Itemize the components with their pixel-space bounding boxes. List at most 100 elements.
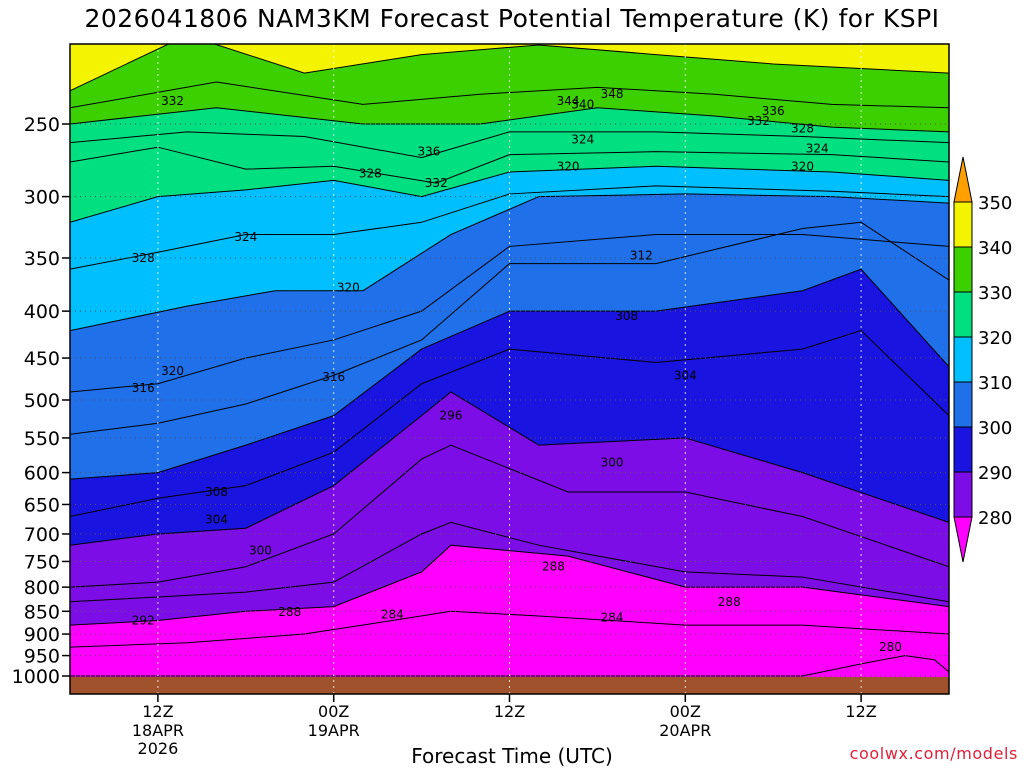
contour-label-344: 344 xyxy=(557,94,580,108)
contour-label-324: 324 xyxy=(806,142,829,156)
contour-label-308: 308 xyxy=(615,309,638,323)
contour-label-328: 328 xyxy=(791,122,814,136)
contour-label-304: 304 xyxy=(674,368,697,382)
contour-label-284: 284 xyxy=(601,610,624,624)
y-tick-label-600: 600 xyxy=(24,463,60,485)
y-tick-label-800: 800 xyxy=(24,577,60,599)
colorbar-bottom-arrow xyxy=(953,516,973,563)
y-tick-label-500: 500 xyxy=(24,390,60,412)
isentrope-328 xyxy=(70,165,949,223)
contour-label-288: 288 xyxy=(718,595,741,609)
y-tick-label-900: 900 xyxy=(24,624,60,646)
contour-label-292: 292 xyxy=(132,614,155,628)
y-tick-label-350: 350 xyxy=(24,248,60,270)
isentrope-324 xyxy=(70,185,949,270)
contour-label-324: 324 xyxy=(571,133,594,147)
contour-label-288: 288 xyxy=(542,560,565,574)
x-tick-label-6: 12Z xyxy=(142,702,173,721)
contour-label-320: 320 xyxy=(161,364,184,378)
colorbar-segment-350-360 xyxy=(953,201,973,248)
colorbar-segment-320-330 xyxy=(953,336,973,383)
y-tick-label-250: 250 xyxy=(24,114,60,136)
contour-label-280: 280 xyxy=(879,640,902,654)
contour-label-300: 300 xyxy=(249,544,272,558)
grid-layer xyxy=(70,44,949,694)
y-tick-label-550: 550 xyxy=(24,428,60,450)
contour-label-layer: 3483443403363363323323323283283283243243… xyxy=(132,87,902,654)
contour-label-284: 284 xyxy=(381,608,404,622)
y-tick-label-400: 400 xyxy=(24,301,60,323)
isentrope-316 xyxy=(70,234,949,393)
isentrope-344 xyxy=(70,81,949,109)
contour-label-348: 348 xyxy=(601,87,624,101)
contour-label-288: 288 xyxy=(278,605,301,619)
isentrope-304 xyxy=(70,330,949,518)
contour-label-312: 312 xyxy=(630,249,653,263)
colorbar-label-320: 320 xyxy=(978,328,1012,349)
contour-label-316: 316 xyxy=(322,370,345,384)
colorbar-label-330: 330 xyxy=(978,283,1012,304)
band-284 xyxy=(70,611,949,694)
contour-label-296: 296 xyxy=(439,409,462,423)
y-tick-label-850: 850 xyxy=(24,601,60,623)
contour-label-308: 308 xyxy=(205,485,228,499)
contour-label-324: 324 xyxy=(234,230,257,244)
contour-label-300: 300 xyxy=(601,456,624,470)
isentrope-300 xyxy=(70,391,949,546)
x-tick-label-30: 12Z xyxy=(494,702,525,721)
contour-label-336: 336 xyxy=(762,104,785,118)
colorbar-label-280: 280 xyxy=(978,508,1012,529)
contour-label-320: 320 xyxy=(557,159,580,173)
y-tick-label-950: 950 xyxy=(24,646,60,668)
x-axis-title: Forecast Time (UTC) xyxy=(411,744,613,768)
colorbar-label-340: 340 xyxy=(978,238,1012,259)
contour-label-336: 336 xyxy=(417,145,440,159)
theta-fill-layer xyxy=(70,44,949,694)
contour-label-332: 332 xyxy=(161,94,184,108)
isentrope-348 xyxy=(70,44,949,92)
contour-label-332: 332 xyxy=(425,176,448,190)
isentrope-320 xyxy=(70,193,949,332)
isentrope-340 xyxy=(70,107,949,133)
contour-label-340: 340 xyxy=(571,97,594,111)
colorbar-label-350: 350 xyxy=(978,193,1012,214)
x-tick-sublabel: 19APR xyxy=(308,721,360,740)
isentrope-288 xyxy=(70,544,949,626)
x-tick-label-42: 00Z xyxy=(670,702,701,721)
contour-label-332: 332 xyxy=(747,114,770,128)
contour-label-320: 320 xyxy=(791,159,814,173)
isentrope-336 xyxy=(70,131,949,159)
isentrope-332 xyxy=(70,146,949,184)
colorbar-top-arrow xyxy=(953,156,973,203)
colorbar-segment-330-340 xyxy=(953,291,973,338)
chart-title: 2026041806 NAM3KM Forecast Potential Tem… xyxy=(84,4,940,33)
isentrope-312 xyxy=(70,221,949,435)
axis-layer: 2503003504004505005506006507007508008509… xyxy=(12,43,950,758)
x-tick-sublabel: 2026 xyxy=(138,739,179,758)
colorbar-segment-300-310 xyxy=(953,426,973,473)
x-tick-label-18: 00Z xyxy=(318,702,349,721)
isentrope-296 xyxy=(70,444,949,588)
y-tick-label-700: 700 xyxy=(24,524,60,546)
colorbar-segment-340-350 xyxy=(953,246,973,293)
y-tick-label-650: 650 xyxy=(24,494,60,516)
colorbar-label-290: 290 xyxy=(978,463,1012,484)
x-tick-label-54: 12Z xyxy=(845,702,876,721)
x-tick-sublabel: 18APR xyxy=(132,721,184,740)
y-tick-label-1000: 1000 xyxy=(12,666,60,688)
colorbar-segment-310-320 xyxy=(953,381,973,428)
y-tick-label-750: 750 xyxy=(24,551,60,573)
x-tick-sublabel: 20APR xyxy=(659,721,711,740)
contour-label-316: 316 xyxy=(132,381,155,395)
y-tick-label-300: 300 xyxy=(24,187,60,209)
y-tick-label-450: 450 xyxy=(24,348,60,370)
colorbar-label-310: 310 xyxy=(978,373,1012,394)
colorbar: 350 340 330 320 310 300 290 280 xyxy=(953,156,1012,563)
isentrope-layer xyxy=(70,44,949,677)
contour-label-328: 328 xyxy=(359,166,382,180)
contour-label-320: 320 xyxy=(337,281,360,295)
isentrope-308 xyxy=(70,268,949,480)
colorbar-label-300: 300 xyxy=(978,418,1012,439)
ground-layer xyxy=(70,677,949,694)
